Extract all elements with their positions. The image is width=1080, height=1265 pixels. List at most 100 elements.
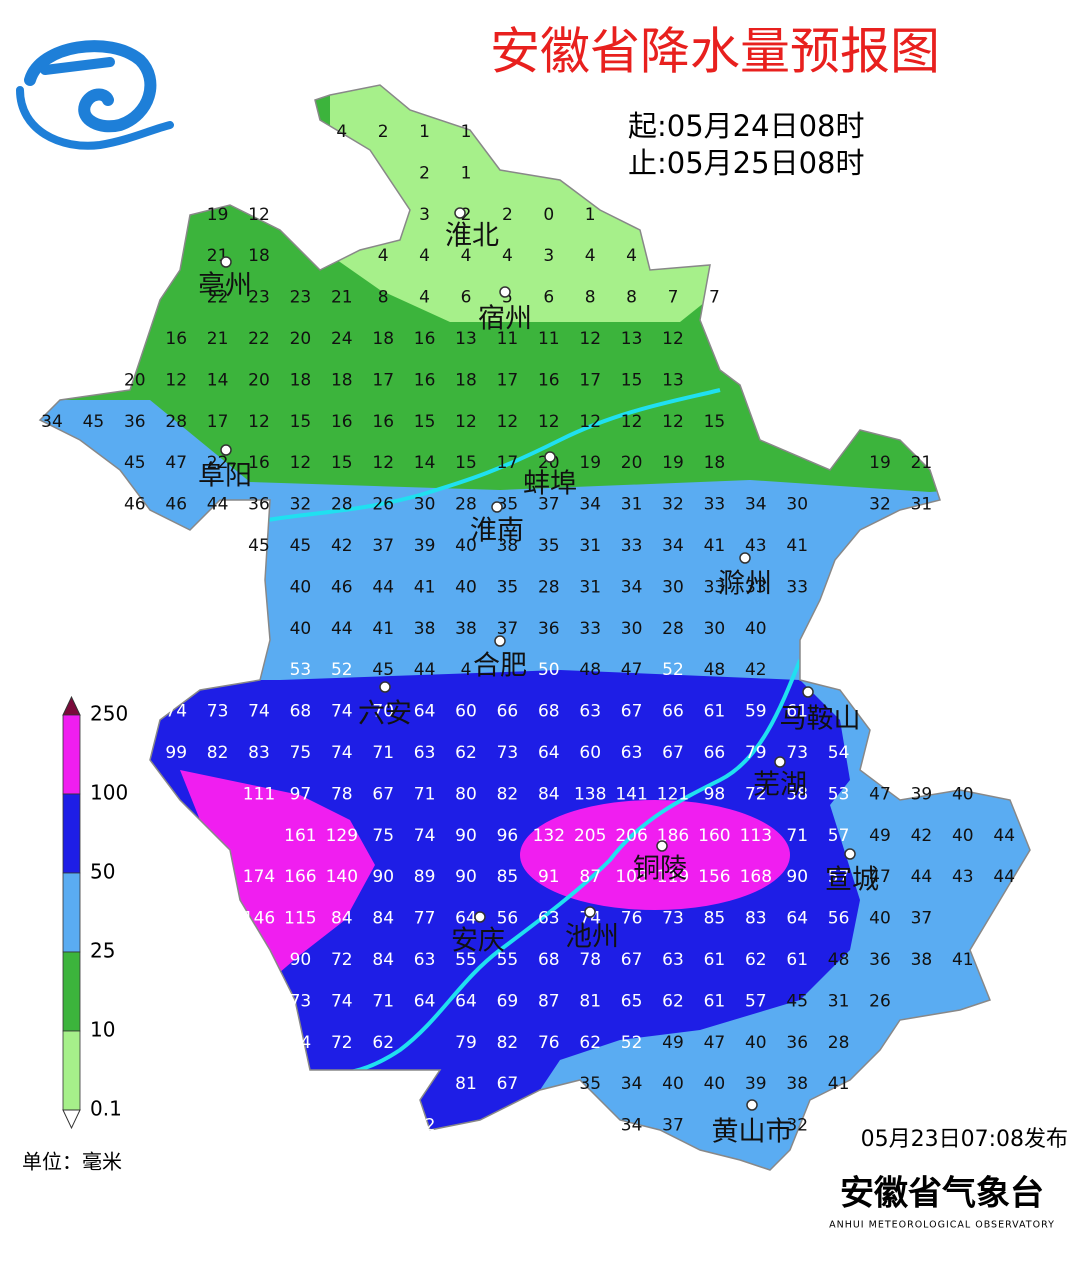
rain-value: 111 xyxy=(243,784,275,804)
rain-value: 138 xyxy=(574,784,606,804)
city-dot xyxy=(474,911,486,923)
rain-value: 6 xyxy=(543,288,554,308)
rain-value: 64 xyxy=(414,991,436,1011)
rain-value: 74 xyxy=(331,743,353,763)
rain-value: 70 xyxy=(372,702,394,722)
rain-value: 68 xyxy=(290,702,312,722)
city-dot xyxy=(491,501,503,513)
rain-value: 62 xyxy=(372,1033,394,1053)
rain-value: 46 xyxy=(124,495,146,515)
rain-value: 57 xyxy=(828,867,850,887)
city-dot xyxy=(454,207,466,219)
rain-value: 31 xyxy=(579,536,601,556)
city-name: 滁州 xyxy=(718,569,772,600)
rain-value: 75 xyxy=(372,826,394,846)
rain-value: 33 xyxy=(745,577,767,597)
rain-value: 2 xyxy=(378,122,389,142)
rain-value: 33 xyxy=(621,536,643,556)
rain-value: 20 xyxy=(290,329,312,349)
city-name: 黄山市 xyxy=(712,1117,793,1148)
rain-value: 38 xyxy=(414,619,436,639)
rain-value: 19 xyxy=(207,205,229,225)
rain-value: 17 xyxy=(579,370,601,390)
rain-value: 35 xyxy=(538,536,560,556)
end-time: 止:05月25日08时 xyxy=(628,146,864,180)
rain-value: 23 xyxy=(290,288,312,308)
rain-value: 34 xyxy=(745,495,767,515)
rain-value: 15 xyxy=(455,453,477,473)
rain-value: 63 xyxy=(662,950,684,970)
rain-value: 99 xyxy=(165,743,187,763)
rain-value: 168 xyxy=(740,867,772,887)
rain-value: 13 xyxy=(455,329,477,349)
rain-value: 23 xyxy=(248,288,270,308)
city-dot xyxy=(739,552,751,564)
rain-value: 32 xyxy=(662,495,684,515)
city-name: 马鞍山 xyxy=(780,704,861,735)
rain-value: 81 xyxy=(579,991,601,1011)
rain-value: 11 xyxy=(497,329,519,349)
rain-value: 16 xyxy=(372,412,394,432)
rain-value: 13 xyxy=(662,370,684,390)
rain-value: 28 xyxy=(828,1033,850,1053)
rain-value: 12 xyxy=(290,453,312,473)
map-title: 安徽省降水量预报图 xyxy=(490,23,940,81)
city-name: 阜阳 xyxy=(198,461,252,492)
rain-value: 44 xyxy=(372,577,394,597)
rain-value: 12 xyxy=(621,412,643,432)
city-dot xyxy=(220,256,232,268)
city-name: 池州 xyxy=(565,922,619,953)
rain-value: 53 xyxy=(828,784,850,804)
rain-value: 37 xyxy=(372,536,394,556)
rain-value: 52 xyxy=(331,660,353,680)
rain-value: 68 xyxy=(538,950,560,970)
rain-value: 31 xyxy=(579,577,601,597)
rain-value: 41 xyxy=(952,950,974,970)
rain-value: 1 xyxy=(461,122,472,142)
rain-value: 17 xyxy=(497,370,519,390)
start-time: 起:05月24日08时 xyxy=(628,109,864,143)
rain-value: 58 xyxy=(786,784,808,804)
rain-value: 78 xyxy=(579,950,601,970)
rain-value: 49 xyxy=(869,826,891,846)
rain-value: 43 xyxy=(745,536,767,556)
city-name: 亳州 xyxy=(198,271,252,302)
logo xyxy=(16,40,174,150)
city-dot xyxy=(494,635,506,647)
rain-value: 21 xyxy=(207,329,229,349)
rain-value: 16 xyxy=(248,453,270,473)
rain-value: 40 xyxy=(952,784,974,804)
rain-value: 34 xyxy=(41,412,63,432)
rain-value: 20 xyxy=(248,370,270,390)
rain-value: 34 xyxy=(621,577,643,597)
rain-value: 46 xyxy=(165,495,187,515)
rain-value: 69 xyxy=(497,991,519,1011)
rain-value: 17 xyxy=(372,370,394,390)
rain-value: 91 xyxy=(538,867,560,887)
rain-value: 61 xyxy=(704,950,726,970)
rain-value: 56 xyxy=(497,909,519,929)
rain-value: 18 xyxy=(248,246,270,266)
rain-value: 40 xyxy=(869,909,891,929)
rain-value: 41 xyxy=(414,577,436,597)
city-name: 淮南 xyxy=(470,516,524,547)
rain-value: 67 xyxy=(621,950,643,970)
rain-value: 17 xyxy=(497,453,519,473)
rain-value: 28 xyxy=(662,619,684,639)
rain-value: 42 xyxy=(745,660,767,680)
rain-value: 87 xyxy=(538,991,560,1011)
rain-value: 1 xyxy=(461,163,472,183)
rain-value: 79 xyxy=(455,1033,477,1053)
rain-value: 205 xyxy=(574,826,606,846)
rain-value: 12 xyxy=(579,329,601,349)
rain-value: 62 xyxy=(662,991,684,1011)
rain-value: 36 xyxy=(248,495,270,515)
rain-value: 40 xyxy=(662,1074,684,1094)
rain-value: 33 xyxy=(704,577,726,597)
rain-value: 44 xyxy=(331,619,353,639)
rain-value: 121 xyxy=(657,784,689,804)
rain-value: 14 xyxy=(207,370,229,390)
rain-value: 53 xyxy=(290,660,312,680)
rain-value: 39 xyxy=(745,1074,767,1094)
